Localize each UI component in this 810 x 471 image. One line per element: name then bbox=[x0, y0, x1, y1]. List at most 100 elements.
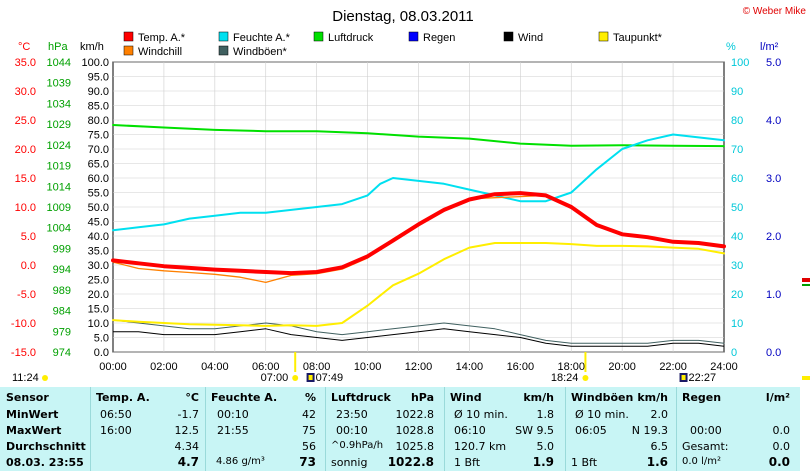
rain-current-value: 0.0 bbox=[768, 455, 790, 469]
tick-label-pressure: 994 bbox=[53, 264, 71, 276]
legend-swatch bbox=[503, 31, 514, 42]
tick-label-temp: 10.0 bbox=[15, 202, 36, 214]
tick-label-pressure: 1004 bbox=[47, 223, 71, 235]
tick-label-x: 24:00 bbox=[710, 361, 738, 373]
gust-current-value: 1.6 bbox=[646, 455, 668, 469]
tick-label-x: 22:00 bbox=[659, 361, 687, 373]
temp-min-time: 06:50 bbox=[100, 408, 132, 421]
gust-r1-value: 2.0 bbox=[650, 408, 669, 421]
press-max-value: 1028.8 bbox=[395, 424, 435, 437]
temp-current-value: 4.7 bbox=[177, 455, 199, 469]
tick-label-humidity: 100 bbox=[731, 57, 749, 69]
tick-label-humidity: 10 bbox=[731, 318, 743, 330]
axis-ticks: 35.0 30.0 25.0 20.0 15.0 10.0 5.0 0.0 -5.0 -10.0 -… bbox=[11, 57, 781, 373]
legend-swatch bbox=[218, 45, 229, 56]
tick-label-pressure: 979 bbox=[53, 326, 71, 338]
hum-max-value: 75 bbox=[302, 424, 316, 437]
row-label-avg: Durchschnitt bbox=[6, 440, 86, 453]
gust-r2-value: N 19.3 bbox=[631, 424, 668, 437]
tick-label-x: 00:00 bbox=[99, 361, 127, 373]
tick-label-temp: 5.0 bbox=[21, 231, 36, 243]
tick-label-rain: 3.0 bbox=[766, 173, 781, 185]
wind-r2-label: 06:10 bbox=[454, 424, 486, 437]
press-min-value: 1022.8 bbox=[395, 408, 435, 421]
tick-label-x: 18:00 bbox=[557, 361, 585, 373]
sun-moon-markers: 07:00 07:49 18:24 22:27 11:24 bbox=[12, 352, 716, 384]
legend-swatch bbox=[598, 31, 609, 42]
hum-current-value: 73 bbox=[299, 455, 316, 469]
hum-min-time: 00:10 bbox=[217, 408, 249, 421]
hum-avg-value: 56 bbox=[302, 440, 316, 453]
tick-label-rain: 0.0 bbox=[766, 347, 781, 359]
legend-label: Taupunkt* bbox=[613, 32, 663, 44]
legend-item: Feuchte A.* bbox=[218, 31, 291, 44]
axis-label-humidity: % bbox=[726, 41, 736, 53]
header-humidity: Feuchte A. bbox=[211, 391, 278, 404]
legend-item: Regen bbox=[408, 31, 455, 44]
tick-label-rain: 2.0 bbox=[766, 231, 781, 243]
tick-label-wind: 5.0 bbox=[94, 333, 109, 345]
current-sun-icon bbox=[42, 375, 48, 381]
tick-label-wind: 70.0 bbox=[88, 144, 109, 156]
tick-label-wind: 85.0 bbox=[88, 101, 109, 113]
legend-item: Wind bbox=[503, 31, 543, 44]
legend-label: Wind bbox=[518, 32, 543, 44]
legend-swatch bbox=[123, 31, 134, 42]
legend-item: Windchill bbox=[123, 45, 182, 58]
wind-r3-value: 5.0 bbox=[536, 440, 555, 453]
legend-label: Feuchte A.* bbox=[233, 32, 291, 44]
tick-label-humidity: 90 bbox=[731, 86, 743, 98]
header-temp: Temp. A. bbox=[96, 391, 150, 404]
wind-r3-label: 120.7 km bbox=[454, 440, 507, 453]
tick-label-pressure: 984 bbox=[53, 306, 71, 318]
tick-label-humidity: 50 bbox=[731, 202, 743, 214]
sun-time-label: 07:00 bbox=[261, 372, 289, 384]
tick-label-temp: -10.0 bbox=[11, 318, 36, 330]
sun-icon bbox=[582, 375, 589, 381]
temp-max-value: 12.5 bbox=[174, 424, 200, 437]
tick-label-pressure: 1034 bbox=[47, 98, 71, 110]
axis-labels: °C hPa km/h% l/m² bbox=[18, 41, 779, 53]
series-line-taupunkt bbox=[112, 242, 725, 327]
legend-item: Temp. A.* bbox=[123, 31, 186, 44]
tick-label-pressure: 999 bbox=[53, 243, 71, 255]
wind-r2-value: SW 9.5 bbox=[515, 424, 554, 437]
copyright-text: © Weber Mike bbox=[743, 6, 807, 17]
header-gust-unit: km/h bbox=[637, 391, 668, 404]
tick-label-humidity: 30 bbox=[731, 260, 743, 272]
legend-swatch bbox=[123, 45, 134, 56]
legend-label: Regen bbox=[423, 32, 455, 44]
legend-item: Luftdruck bbox=[313, 31, 374, 44]
hum-min-value: 42 bbox=[302, 408, 316, 421]
press-avg-value: 1025.8 bbox=[395, 440, 435, 453]
header-gust: Windböen bbox=[571, 391, 634, 404]
tick-label-temp: 30.0 bbox=[15, 86, 36, 98]
tick-label-x: 06:00 bbox=[252, 361, 280, 373]
statistics-table: Sensor Temp. A. °C Feuchte A. % Luftdruc… bbox=[0, 387, 800, 471]
wind-current-value: 1.9 bbox=[532, 455, 554, 469]
tick-label-wind: 90.0 bbox=[88, 86, 109, 98]
series-line-windb-en bbox=[112, 319, 725, 344]
row-label-current: 08.03. 23:55 bbox=[6, 456, 84, 469]
tick-label-x: 14:00 bbox=[456, 361, 484, 373]
tick-label-x: 10:00 bbox=[354, 361, 382, 373]
press-current-value: 1022.8 bbox=[387, 455, 434, 469]
series-line-wind bbox=[112, 328, 725, 347]
tick-label-pressure: 1044 bbox=[47, 57, 71, 69]
legend-swatch bbox=[313, 31, 324, 42]
sun-icon bbox=[292, 375, 299, 381]
temp-max-time: 16:00 bbox=[100, 424, 132, 437]
gust-r3-value: 6.5 bbox=[650, 440, 669, 453]
tick-label-pressure: 1029 bbox=[47, 119, 71, 131]
tick-label-temp: 35.0 bbox=[15, 57, 36, 69]
moon-time-label: 07:49 bbox=[316, 372, 344, 384]
tick-label-wind: 80.0 bbox=[88, 115, 109, 127]
series-line-luftdruck bbox=[112, 124, 725, 148]
gust-r2-label: 06:05 bbox=[575, 424, 607, 437]
tick-label-humidity: 70 bbox=[731, 144, 743, 156]
tick-label-temp: 25.0 bbox=[15, 115, 36, 127]
tick-label-x: 16:00 bbox=[507, 361, 535, 373]
tick-label-pressure: 1024 bbox=[47, 140, 71, 152]
wind-r1-label: Ø 10 min. bbox=[454, 408, 508, 421]
legend-item: Taupunkt* bbox=[598, 31, 663, 44]
